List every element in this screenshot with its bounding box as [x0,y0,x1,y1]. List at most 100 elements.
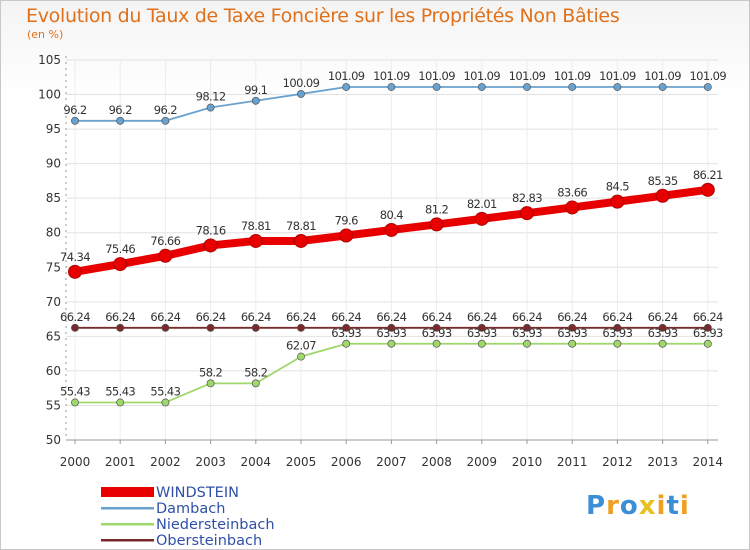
proxiti-logo: Proxiti [586,491,690,521]
data-label: 63.93 [467,326,497,340]
y-axis-unit: (en %) [27,28,64,41]
data-label: 96.2 [63,103,86,117]
data-label: 66.24 [376,310,406,324]
data-labels: 74.34 75.46 76.66 78.16 78.81 78.81 79.6 80.4 81… [60,69,727,398]
legend-label: Obersteinbach [156,533,262,549]
data-point [432,83,441,91]
data-point [206,379,215,388]
x-tick-label: 2002 [150,455,181,469]
data-label: 86.21 [693,168,723,182]
data-point [297,323,305,332]
data-point [251,323,260,332]
data-label: 66.24 [693,310,723,324]
data-label: 66.24 [512,310,542,324]
y-tick-label: 105 [38,53,61,67]
y-tick-label: 60 [46,364,61,378]
data-point [248,233,263,248]
data-label: 78.81 [241,219,271,233]
data-label: 55.43 [105,384,135,398]
data-label: 101.09 [554,69,591,83]
y-tick-label: 55 [46,398,61,412]
data-point [294,233,308,248]
data-point [658,83,667,91]
x-tick-label: 2012 [602,455,633,469]
data-point [565,200,580,215]
data-point [387,83,396,91]
data-label: 63.93 [602,326,632,340]
data-point [342,83,351,91]
data-point [568,339,577,348]
data-point [297,89,305,98]
data-label: 66.24 [331,310,361,324]
x-tick-label: 2011 [557,455,588,469]
grid [66,59,718,441]
data-label: 96.2 [154,103,177,117]
data-label: 79.6 [335,213,358,227]
data-label: 81.2 [425,202,448,216]
logo-letter: i [679,491,690,521]
data-point [658,323,667,332]
data-point [116,323,125,332]
data-point [203,238,218,253]
legend-label: Dambach [156,501,225,517]
data-label: 83.66 [557,185,587,199]
data-label: 84.5 [606,180,629,194]
data-point [384,222,399,237]
data-point [158,248,173,263]
data-point [339,228,354,243]
data-label: 66.24 [467,310,497,324]
x-tick-label: 2001 [105,455,136,469]
data-point [342,339,351,348]
data-point [161,398,170,407]
x-tick-label: 2007 [376,455,407,469]
x-tick-label: 2004 [241,455,272,469]
data-label: 58.2 [244,365,267,379]
data-label: 82.83 [512,191,542,205]
logo-letter: i [656,491,667,521]
data-label: 101.09 [644,69,681,83]
logo-letter: P [586,491,607,521]
data-label: 62.07 [286,339,316,353]
data-point [68,264,82,279]
data-point [613,339,622,348]
legend: WINDSTEINDambachNiedersteinbachOberstein… [101,485,275,549]
data-point [113,257,128,272]
data-point [387,323,396,332]
data-point [477,339,486,348]
data-label: 78.16 [196,223,226,237]
data-label: 66.24 [422,310,452,324]
data-label: 96.2 [109,103,132,117]
legend-label: Niedersteinbach [156,517,275,533]
axes: 50 55 60 65 70 75 80 85 90 95 100 105 2000 2001 2002 20… [38,53,723,469]
data-label: 63.93 [331,326,361,340]
x-tick-label: 2009 [467,455,498,469]
data-point [297,352,305,361]
y-tick-label: 50 [46,433,61,447]
data-label: 101.09 [418,69,455,83]
data-label: 101.09 [373,69,410,83]
x-tick-label: 2003 [195,455,226,469]
logo-letter: o [619,491,639,521]
data-point [432,323,441,332]
data-label: 55.43 [150,384,180,398]
data-label: 66.24 [196,310,226,324]
data-label: 74.34 [60,250,90,264]
data-label: 82.01 [467,197,497,211]
data-point [116,116,125,125]
data-point [116,398,125,407]
data-point [71,323,79,332]
data-point [251,96,260,105]
data-label: 101.09 [463,69,500,83]
data-label: 63.93 [557,326,587,340]
legend-swatch [101,487,154,497]
data-point [568,323,577,332]
data-label: 75.46 [105,242,135,256]
data-point [251,379,260,388]
data-label: 80.4 [380,208,403,222]
y-tick-label: 75 [46,260,61,274]
data-point [206,103,215,112]
data-point [703,323,712,332]
data-label: 63.93 [693,326,723,340]
data-point [342,323,351,332]
data-point [161,323,170,332]
